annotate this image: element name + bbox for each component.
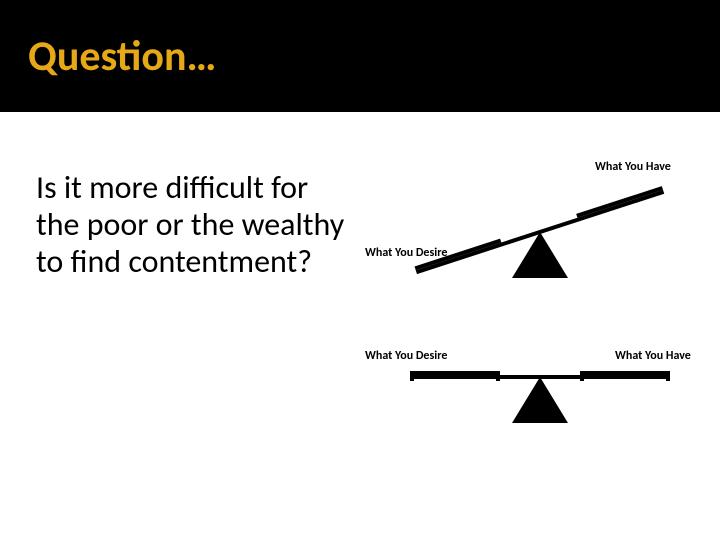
right-label: What You Have [595,160,671,174]
right-post-a [580,371,584,381]
seesaw-balanced-svg [380,307,700,477]
right-post-b [666,371,670,381]
left-label: What You Desire [365,246,447,260]
slide-title: Question… [28,31,216,82]
right-label: What You Have [615,349,691,363]
left-post-a [410,371,414,381]
seesaw-tilted-svg [380,132,700,302]
seesaw-tilted: What You Desire What You Have [380,132,700,302]
seesaw-diagrams: What You Desire What You Have [375,132,705,482]
left-label: What You Desire [365,349,447,363]
fulcrum-icon [512,377,568,423]
left-post-b [496,371,500,381]
slide-header: Question… [0,0,720,112]
seesaw-balanced: What You Desire What You Have [380,307,700,477]
left-plate [410,371,500,375]
right-plate [576,186,663,218]
slide-body: Is it more difficult for the poor or the… [0,112,720,540]
question-text: Is it more difficult for the poor or the… [36,170,346,280]
right-plate [580,371,670,375]
